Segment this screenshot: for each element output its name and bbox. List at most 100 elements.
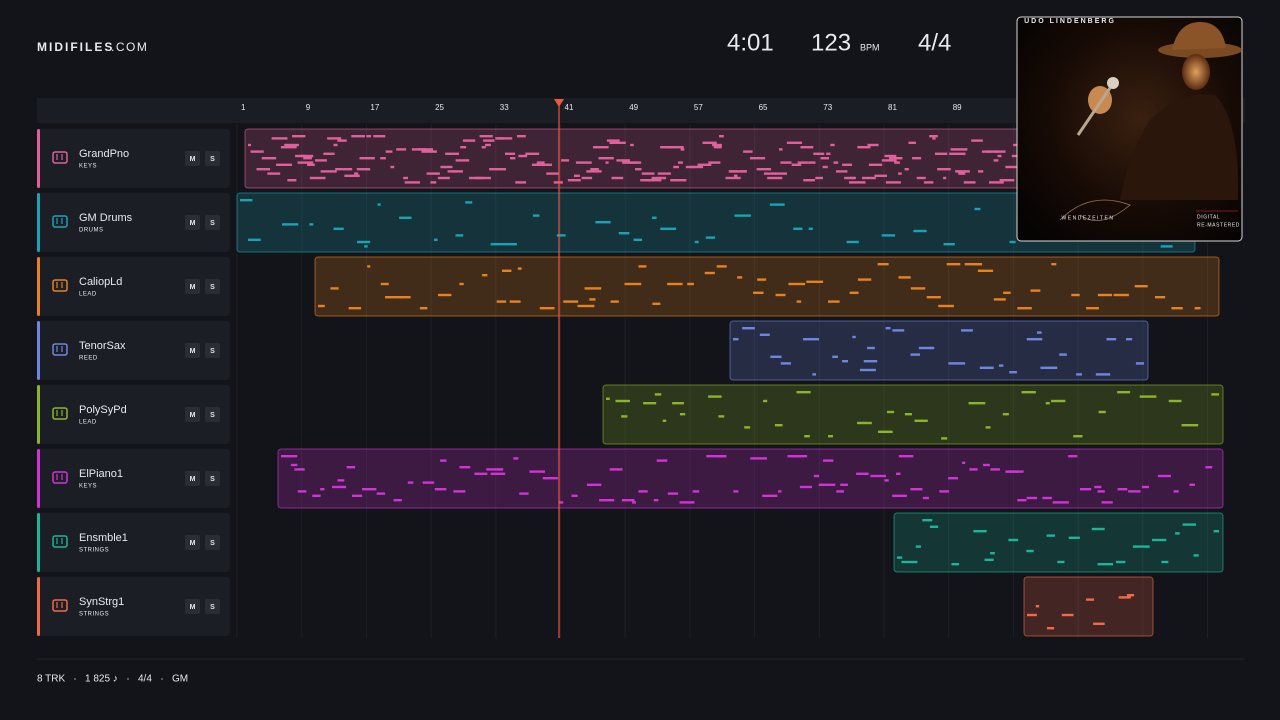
note bbox=[290, 463, 298, 467]
mute-button[interactable] bbox=[185, 407, 200, 422]
note bbox=[1097, 563, 1114, 566]
note bbox=[885, 181, 901, 184]
note bbox=[713, 146, 722, 149]
body bbox=[1120, 94, 1239, 200]
mute-button[interactable] bbox=[185, 471, 200, 486]
solo-button[interactable] bbox=[205, 151, 220, 166]
note bbox=[737, 276, 743, 279]
note bbox=[743, 150, 753, 153]
solo-button[interactable] bbox=[205, 279, 220, 294]
solo-button[interactable] bbox=[205, 535, 220, 550]
note bbox=[780, 362, 788, 365]
note bbox=[385, 296, 402, 299]
note bbox=[958, 172, 966, 175]
note bbox=[320, 488, 325, 491]
note bbox=[861, 176, 876, 180]
track-icon bbox=[52, 407, 68, 420]
note bbox=[502, 269, 512, 272]
note bbox=[1061, 613, 1074, 617]
mute-button[interactable] bbox=[185, 599, 200, 614]
note bbox=[362, 488, 377, 491]
note bbox=[950, 148, 968, 151]
solo-button[interactable] bbox=[205, 599, 220, 614]
note bbox=[1161, 560, 1169, 564]
note bbox=[1051, 399, 1066, 403]
note bbox=[434, 488, 447, 491]
album-artist: UDO LINDENBERG bbox=[1024, 18, 1116, 25]
note bbox=[1059, 353, 1067, 356]
note bbox=[797, 161, 808, 164]
note bbox=[628, 161, 642, 164]
note bbox=[835, 170, 848, 173]
solo-button[interactable] bbox=[205, 343, 220, 358]
track-category: REED bbox=[79, 356, 98, 362]
note bbox=[667, 282, 683, 286]
note bbox=[660, 146, 674, 149]
solo-button[interactable] bbox=[205, 407, 220, 422]
note bbox=[567, 179, 581, 182]
note bbox=[1193, 554, 1199, 557]
track-header bbox=[37, 385, 230, 444]
note bbox=[770, 355, 782, 358]
note bbox=[1008, 470, 1024, 473]
clip bbox=[277, 448, 1224, 509]
note bbox=[842, 360, 849, 363]
footer: 8 TRK 1 825 ♪ 4/4 GM bbox=[37, 674, 188, 685]
note bbox=[452, 170, 463, 173]
mute-button[interactable] bbox=[185, 343, 200, 358]
track-color-strip bbox=[37, 257, 40, 316]
note bbox=[474, 472, 488, 475]
note bbox=[730, 170, 747, 173]
note bbox=[849, 181, 866, 184]
note bbox=[753, 291, 764, 294]
note bbox=[300, 154, 314, 158]
note bbox=[867, 346, 875, 350]
note bbox=[910, 287, 926, 290]
note bbox=[373, 135, 386, 138]
note bbox=[599, 499, 615, 502]
note bbox=[624, 282, 642, 286]
note bbox=[846, 240, 859, 244]
note bbox=[407, 481, 414, 484]
solo-button[interactable] bbox=[205, 215, 220, 230]
note bbox=[330, 287, 339, 290]
note bbox=[1194, 307, 1201, 310]
note bbox=[662, 419, 667, 422]
mute-button[interactable] bbox=[185, 279, 200, 294]
note bbox=[840, 483, 848, 486]
note bbox=[481, 146, 486, 149]
note bbox=[881, 159, 897, 162]
note bbox=[1046, 627, 1055, 630]
note bbox=[380, 282, 389, 286]
track-header bbox=[37, 449, 230, 508]
track-color-strip bbox=[37, 385, 40, 444]
ruler-label: 73 bbox=[823, 103, 832, 112]
mute-button[interactable] bbox=[185, 535, 200, 550]
mute-button[interactable] bbox=[185, 215, 200, 230]
note bbox=[1175, 532, 1180, 535]
note bbox=[1035, 605, 1040, 608]
solo-button[interactable] bbox=[205, 471, 220, 486]
note bbox=[333, 143, 338, 147]
note bbox=[808, 161, 816, 164]
note bbox=[651, 176, 667, 180]
note bbox=[1076, 373, 1082, 376]
note bbox=[881, 234, 896, 237]
note bbox=[733, 490, 739, 493]
track-header bbox=[37, 577, 230, 636]
note bbox=[513, 457, 519, 460]
album-title: WENDEZEITEN bbox=[1062, 215, 1115, 221]
ruler-label: 49 bbox=[629, 103, 638, 112]
note bbox=[692, 490, 700, 493]
track-name: Ensmble1 bbox=[79, 532, 128, 544]
note bbox=[962, 461, 966, 464]
footer-stat: GM bbox=[172, 674, 188, 685]
note bbox=[818, 483, 836, 486]
mute-button[interactable] bbox=[185, 151, 200, 166]
note bbox=[1086, 307, 1099, 310]
note bbox=[647, 179, 662, 182]
track-color-strip bbox=[37, 193, 40, 252]
note bbox=[1115, 560, 1126, 564]
note bbox=[1182, 523, 1196, 526]
note bbox=[878, 430, 893, 433]
